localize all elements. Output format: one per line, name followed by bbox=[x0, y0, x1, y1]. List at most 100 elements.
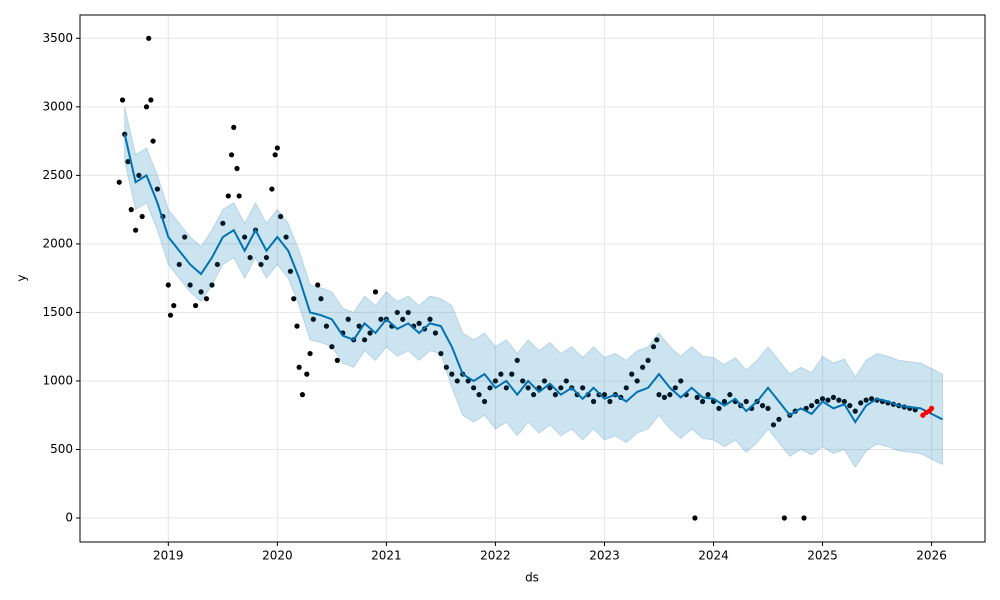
data-point bbox=[247, 254, 253, 261]
plot-area bbox=[80, 15, 985, 542]
data-point bbox=[231, 124, 237, 130]
data-point bbox=[634, 378, 640, 384]
data-point bbox=[214, 261, 220, 268]
data-point bbox=[476, 392, 482, 398]
data-point bbox=[258, 261, 264, 268]
y-tick-label: 500 bbox=[50, 442, 73, 456]
x-tick-label: 2026 bbox=[916, 549, 947, 563]
data-point bbox=[291, 296, 297, 302]
data-point bbox=[304, 371, 310, 377]
y-tick-label: 3500 bbox=[42, 31, 73, 45]
data-point bbox=[334, 357, 340, 363]
data-point bbox=[650, 344, 657, 350]
data-point bbox=[143, 104, 150, 110]
data-point bbox=[310, 316, 316, 322]
data-point bbox=[150, 138, 156, 144]
data-point bbox=[825, 397, 831, 403]
data-point bbox=[721, 398, 728, 405]
data-point bbox=[863, 397, 869, 403]
data-point bbox=[629, 371, 635, 377]
data-point bbox=[361, 337, 368, 343]
data-point bbox=[819, 396, 826, 402]
data-point bbox=[498, 371, 504, 377]
data-point bbox=[345, 316, 351, 322]
data-point bbox=[372, 289, 379, 295]
y-tick-label: 2500 bbox=[42, 168, 73, 182]
x-tick-label: 2019 bbox=[153, 549, 184, 563]
data-point bbox=[607, 398, 613, 405]
x-tick-label: 2021 bbox=[371, 549, 402, 563]
data-point bbox=[558, 385, 564, 391]
y-tick-label: 2000 bbox=[42, 236, 73, 250]
y-tick-label: 3000 bbox=[42, 99, 73, 113]
data-point bbox=[329, 344, 335, 350]
data-point bbox=[119, 97, 126, 103]
data-point bbox=[228, 152, 235, 158]
data-point bbox=[378, 316, 384, 322]
data-point bbox=[394, 309, 400, 316]
data-point bbox=[727, 392, 733, 398]
data-point bbox=[656, 392, 662, 398]
data-point bbox=[858, 400, 864, 406]
data-point bbox=[272, 152, 278, 158]
data-point bbox=[274, 145, 280, 151]
data-point bbox=[294, 323, 300, 329]
data-point bbox=[167, 312, 174, 318]
data-point bbox=[672, 385, 678, 391]
data-point bbox=[541, 378, 548, 384]
data-point bbox=[623, 385, 629, 391]
x-tick-label: 2020 bbox=[262, 549, 293, 563]
data-point bbox=[487, 385, 493, 391]
x-axis-label: ds bbox=[525, 571, 539, 585]
data-point bbox=[547, 385, 553, 391]
data-point bbox=[692, 515, 698, 521]
data-point bbox=[356, 323, 362, 329]
data-point bbox=[203, 296, 210, 302]
data-point bbox=[743, 398, 749, 405]
x-tick-label: 2025 bbox=[807, 549, 838, 563]
data-point bbox=[165, 282, 171, 288]
data-point bbox=[209, 282, 215, 288]
data-point bbox=[234, 165, 240, 172]
data-point bbox=[283, 234, 289, 240]
marks bbox=[116, 35, 943, 521]
data-point bbox=[315, 282, 321, 288]
y-axis-label: y bbox=[15, 274, 29, 281]
x-tick-label: 2024 bbox=[698, 549, 729, 563]
data-point bbox=[759, 403, 766, 409]
plot-frame bbox=[79, 14, 986, 543]
data-point bbox=[678, 378, 684, 384]
data-point bbox=[307, 350, 313, 357]
data-point bbox=[869, 396, 875, 402]
data-point bbox=[318, 296, 324, 302]
data-point bbox=[454, 378, 460, 384]
x-tick-label: 2022 bbox=[480, 549, 511, 563]
data-point bbox=[154, 186, 161, 192]
data-point bbox=[699, 398, 706, 405]
data-point bbox=[139, 213, 145, 220]
data-point bbox=[841, 398, 847, 405]
data-point bbox=[667, 392, 673, 398]
data-point bbox=[580, 385, 586, 391]
data-point bbox=[590, 398, 597, 405]
data-point bbox=[146, 35, 152, 41]
data-point bbox=[133, 227, 139, 233]
data-point bbox=[367, 330, 373, 336]
y-tick-label: 0 bbox=[65, 511, 73, 525]
data-point bbox=[770, 422, 777, 428]
data-point bbox=[640, 364, 646, 370]
y-tick-label: 1500 bbox=[42, 305, 73, 319]
data-point bbox=[801, 515, 807, 521]
data-point bbox=[520, 378, 526, 384]
data-point bbox=[269, 186, 275, 192]
data-point bbox=[198, 289, 204, 295]
data-point bbox=[814, 398, 820, 405]
data-point bbox=[287, 268, 294, 274]
data-point bbox=[432, 330, 439, 336]
data-point bbox=[416, 320, 422, 326]
data-point bbox=[116, 179, 122, 185]
data-point bbox=[509, 371, 515, 377]
uncertainty-band bbox=[124, 106, 943, 469]
data-point bbox=[525, 385, 531, 391]
